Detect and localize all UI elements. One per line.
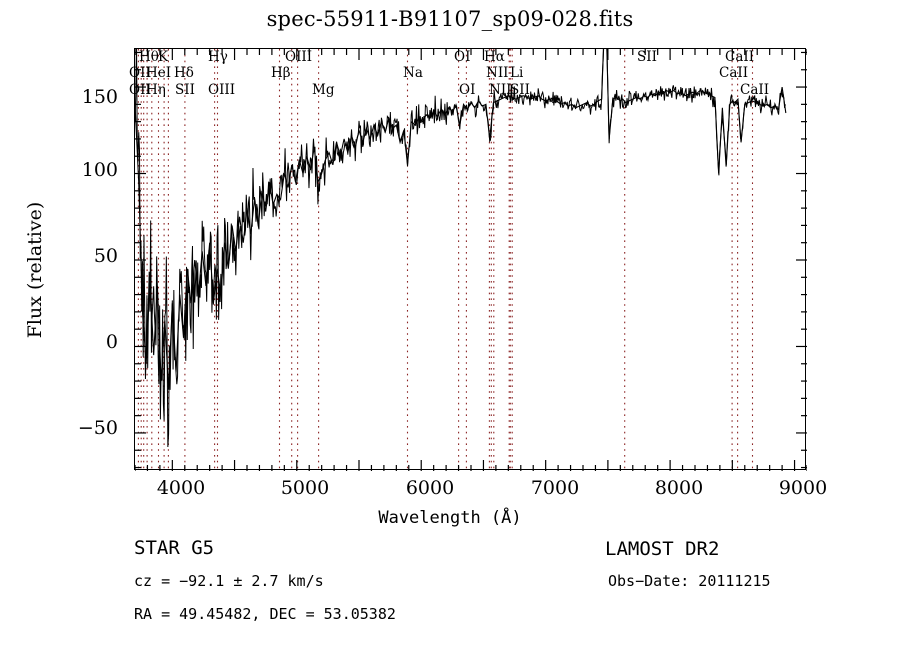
line-label: CaII xyxy=(719,65,749,81)
line-label: CaII xyxy=(740,82,770,98)
y-axis-label: Flux (relative) xyxy=(24,201,46,339)
ytick-label: 150 xyxy=(81,86,118,108)
line-label: Hη xyxy=(146,82,166,98)
axis-tick-group xyxy=(135,49,807,471)
page-title: spec-55911-B91107_sp09-028.fits xyxy=(266,7,634,31)
line-label: CaII xyxy=(725,49,755,65)
line-label: OII xyxy=(129,65,151,81)
line-label: Hα xyxy=(484,49,505,65)
line-label: Hβ xyxy=(271,65,291,81)
line-label: OI xyxy=(459,82,476,98)
spectrum-plot xyxy=(134,48,807,471)
line-label: Hθ xyxy=(139,49,159,65)
coordinates-text: RA = 49.45482, DEC = 53.05382 xyxy=(134,605,396,623)
ytick-label: −50 xyxy=(77,417,118,439)
survey-text: LAMOST DR2 xyxy=(605,538,720,560)
line-label: OI xyxy=(454,49,471,65)
x-axis-label: Wavelength (Å) xyxy=(378,508,522,528)
spectrum-noise-trace xyxy=(135,49,786,448)
line-label: SII xyxy=(175,82,195,98)
xtick-label: 9000 xyxy=(778,477,828,499)
line-label: SII xyxy=(510,82,530,98)
redshift-text: cz = −92.1 ± 2.7 km/s xyxy=(134,572,324,590)
obs-date-text: Obs−Date: 20111215 xyxy=(608,572,771,590)
ytick-label: 50 xyxy=(93,245,118,267)
line-label: Mg xyxy=(312,82,335,98)
line-label: OII xyxy=(129,82,151,98)
spectrum-svg xyxy=(135,49,807,471)
line-label: NII xyxy=(486,65,509,81)
ytick-label: 0 xyxy=(105,331,118,353)
object-type-text: STAR G5 xyxy=(134,537,215,559)
spectrum-trace xyxy=(135,49,787,390)
line-label: Hγ xyxy=(208,49,228,65)
line-label: OIII xyxy=(285,49,313,65)
line-label: HeI xyxy=(146,65,172,81)
line-label: Hδ xyxy=(174,65,194,81)
xtick-label: 6000 xyxy=(405,477,455,499)
xtick-label: 5000 xyxy=(280,477,330,499)
line-label: NII xyxy=(489,82,512,98)
ytick-label: 100 xyxy=(81,159,118,181)
xtick-label: 8000 xyxy=(654,477,704,499)
xtick-label: 4000 xyxy=(156,477,206,499)
xtick-label: 7000 xyxy=(530,477,580,499)
line-label: Li xyxy=(510,65,524,81)
line-label: SII xyxy=(637,49,657,65)
line-label: K xyxy=(158,49,169,65)
line-label: Na xyxy=(403,65,423,81)
line-label: OIII xyxy=(208,82,236,98)
